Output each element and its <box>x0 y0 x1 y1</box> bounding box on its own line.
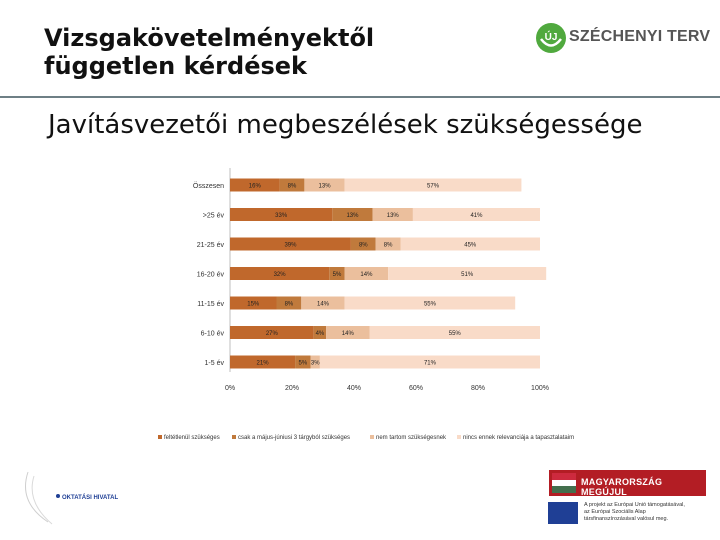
data-label: 5% <box>333 272 342 278</box>
bar-segment <box>230 267 330 280</box>
legend-swatch <box>158 435 162 439</box>
eu-funding-text: A projekt az Európai Unió támogatásával,… <box>584 502 685 522</box>
bar-segment <box>295 355 311 369</box>
data-label: 39% <box>284 243 297 249</box>
legend-label: csak a május-júniusi 3 tárgyból szüksége… <box>238 435 350 441</box>
slide-subtitle: Javításvezetői megbeszélések szükségessé… <box>48 110 643 140</box>
data-label: 5% <box>299 361 308 367</box>
data-label: 45% <box>464 243 477 249</box>
bar-segment <box>230 208 333 221</box>
data-label: 15% <box>247 302 260 308</box>
data-label: 13% <box>346 213 359 219</box>
data-label: 41% <box>470 213 483 219</box>
data-label: 55% <box>424 302 437 308</box>
logo-text: SZÉCHENYI TERV <box>569 28 711 45</box>
x-tick-label: 80% <box>471 385 485 392</box>
data-label: 14% <box>317 302 330 308</box>
badge-text: MAGYARORSZÁG MEGÚJUL <box>581 477 663 497</box>
oktatasi-hivatal-text: OKTATÁSI HIVATAL <box>62 494 118 501</box>
bar-segment <box>326 326 370 339</box>
data-label: 57% <box>427 184 440 190</box>
legend-swatch <box>370 435 374 439</box>
category-label: Összesen <box>193 182 224 190</box>
page-title: Vizsgakövetelményektől független kérdése… <box>44 24 375 80</box>
bar-segment <box>301 296 345 310</box>
bar-segment <box>344 178 522 192</box>
bar-segment <box>276 296 302 310</box>
bar-segment <box>230 355 296 369</box>
data-label: 16% <box>249 184 262 190</box>
data-label: 21% <box>257 361 270 367</box>
x-tick-label: 0% <box>225 385 235 392</box>
category-label: 6-10 év <box>201 331 225 338</box>
data-label: 4% <box>316 331 325 337</box>
bar-segment <box>344 296 516 310</box>
legend-swatch <box>457 435 461 439</box>
legend-label: nem tartom szükségesnek <box>376 435 447 441</box>
bar-segment <box>350 237 376 251</box>
stacked-bar-chart: Összesen 16% 8% 13% 57% >25 év 33% 13% 13% 41% 21-… <box>158 168 574 441</box>
x-tick-label: 60% <box>409 385 423 392</box>
data-label: 71% <box>424 361 437 367</box>
x-tick-label: 20% <box>285 385 299 392</box>
bar-segment <box>310 355 320 369</box>
bar-segment <box>304 178 345 192</box>
data-label: 14% <box>342 331 355 337</box>
bar-segment <box>279 178 305 192</box>
header-divider <box>0 96 720 98</box>
bar-segment <box>388 267 547 280</box>
data-label: 14% <box>360 272 373 278</box>
category-label: 16-20 év <box>197 272 225 279</box>
category-label: 1-5 év <box>205 360 225 367</box>
data-label: 8% <box>288 184 297 190</box>
data-label: 33% <box>275 213 288 219</box>
eu-flag-icon <box>548 502 578 524</box>
bar-segment <box>332 208 373 221</box>
bar-segment <box>412 208 540 221</box>
szechenyi-terv-logo: ÚJ <box>536 23 566 53</box>
legend-swatch <box>232 435 236 439</box>
bar-segment <box>319 355 540 369</box>
data-label: 8% <box>285 302 294 308</box>
logo-mark-text: ÚJ <box>545 30 558 43</box>
legend-label: nincs ennek relevanciája a tapasztalatai… <box>463 435 574 441</box>
category-label: 21-25 év <box>197 242 225 249</box>
x-tick-label: 40% <box>347 385 361 392</box>
data-label: 55% <box>449 331 462 337</box>
category-label: 11-15 év <box>197 301 224 308</box>
oktatasi-hivatal-logo: OKTATÁSI HIVATAL <box>25 471 118 525</box>
legend-label: feltétlenül szükséges <box>164 435 220 441</box>
data-label: 13% <box>387 213 400 219</box>
data-label: 3% <box>311 361 320 367</box>
bar-segment <box>313 326 327 339</box>
data-label: 51% <box>461 272 474 278</box>
x-tick-label: 100% <box>531 385 549 392</box>
bar-segment <box>369 326 540 339</box>
bar-segment <box>372 208 413 221</box>
bar-segment <box>230 237 351 251</box>
bar-segment <box>329 267 345 280</box>
data-label: 8% <box>384 243 393 249</box>
bar-segment <box>344 267 389 280</box>
bar-segment <box>375 237 401 251</box>
data-label: 8% <box>359 243 368 249</box>
hungarian-flag-icon <box>552 473 576 493</box>
data-label: 13% <box>319 184 332 190</box>
bar-segment <box>400 237 540 251</box>
data-label: 32% <box>274 272 287 278</box>
bar-segment <box>230 296 277 310</box>
bar-segment <box>230 178 280 192</box>
data-label: 27% <box>266 331 279 337</box>
bar-segment <box>230 326 314 339</box>
category-label: >25 év <box>203 213 225 220</box>
